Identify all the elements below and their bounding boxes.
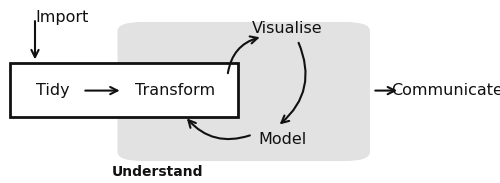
Text: Transform: Transform	[135, 83, 215, 98]
FancyBboxPatch shape	[10, 63, 237, 117]
Text: Visualise: Visualise	[252, 21, 323, 36]
Text: Tidy: Tidy	[36, 83, 70, 98]
Text: Import: Import	[35, 10, 88, 25]
Text: Communicate: Communicate	[392, 83, 500, 98]
Text: Model: Model	[258, 132, 306, 147]
FancyBboxPatch shape	[118, 22, 370, 161]
Text: Understand: Understand	[112, 165, 203, 179]
